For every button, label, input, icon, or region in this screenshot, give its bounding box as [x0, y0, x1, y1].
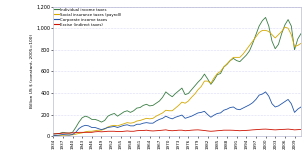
Excise (indirect taxes)	[93, 131, 97, 133]
Individual income taxes	[157, 100, 161, 102]
Individual income taxes	[299, 33, 303, 35]
Individual income taxes	[67, 132, 71, 134]
Corporate income taxes	[177, 115, 181, 117]
Social insurance taxes (payroll)	[67, 134, 71, 136]
Social insurance taxes (payroll)	[51, 135, 55, 137]
Social insurance taxes (payroll)	[132, 122, 136, 124]
Social insurance taxes (payroll)	[283, 26, 287, 28]
Corporate income taxes	[157, 118, 161, 120]
Y-axis label: Billion US $ (constant, 2005=100): Billion US $ (constant, 2005=100)	[29, 34, 33, 108]
Excise (indirect taxes)	[67, 132, 71, 134]
Social insurance taxes (payroll)	[93, 130, 97, 132]
Corporate income taxes	[67, 134, 71, 136]
Excise (indirect taxes)	[228, 129, 232, 131]
Line: Corporate income taxes: Corporate income taxes	[53, 92, 301, 136]
Line: Social insurance taxes (payroll): Social insurance taxes (payroll)	[53, 27, 301, 136]
Legend: Individual income taxes, Social insurance taxes (payroll), Corporate income taxe: Individual income taxes, Social insuranc…	[54, 7, 122, 27]
Corporate income taxes	[51, 135, 55, 137]
Excise (indirect taxes)	[299, 128, 303, 130]
Excise (indirect taxes)	[177, 129, 181, 131]
Individual income taxes	[93, 118, 97, 120]
Individual income taxes	[51, 133, 55, 135]
Line: Excise (indirect taxes): Excise (indirect taxes)	[53, 129, 301, 134]
Individual income taxes	[132, 110, 136, 112]
Corporate income taxes	[93, 126, 97, 128]
Excise (indirect taxes)	[157, 129, 161, 131]
Individual income taxes	[228, 60, 232, 62]
Social insurance taxes (payroll)	[228, 60, 232, 62]
Social insurance taxes (payroll)	[177, 104, 181, 106]
Individual income taxes	[177, 90, 181, 92]
Individual income taxes	[264, 16, 268, 18]
Excise (indirect taxes)	[51, 133, 55, 135]
Line: Individual income taxes: Individual income taxes	[53, 17, 301, 134]
Corporate income taxes	[264, 91, 268, 93]
Social insurance taxes (payroll)	[299, 42, 303, 44]
Excise (indirect taxes)	[264, 128, 268, 130]
Excise (indirect taxes)	[132, 130, 136, 132]
Social insurance taxes (payroll)	[157, 114, 161, 116]
Corporate income taxes	[132, 125, 136, 127]
Corporate income taxes	[228, 107, 232, 109]
Corporate income taxes	[299, 106, 303, 108]
